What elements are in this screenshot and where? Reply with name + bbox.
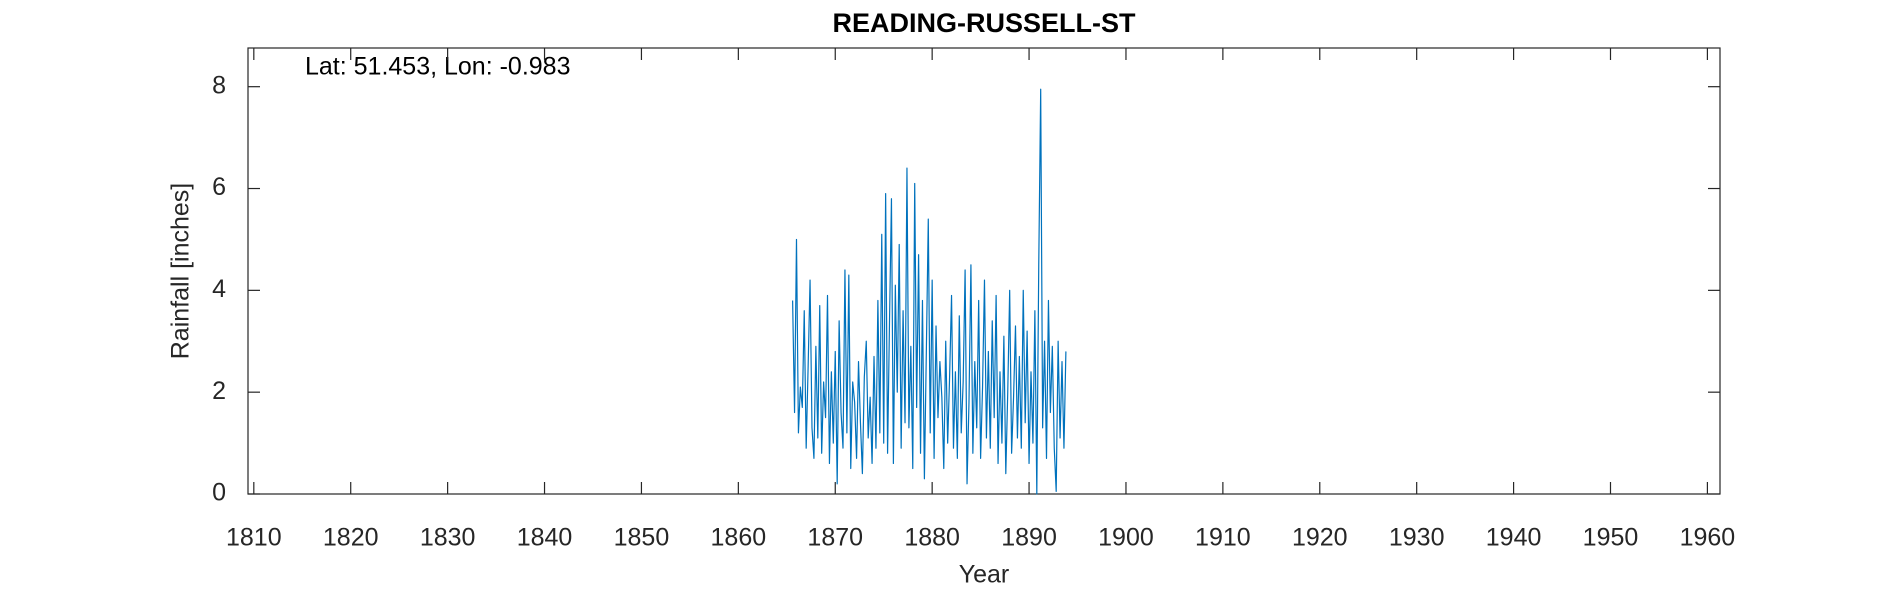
y-tick-label: 2 xyxy=(212,377,226,405)
x-tick-label: 1920 xyxy=(1292,524,1348,552)
x-tick-label: 1820 xyxy=(323,524,379,552)
x-tick-label: 1810 xyxy=(226,524,282,552)
chart-title: READING-RUSSELL-ST xyxy=(833,8,1137,38)
x-tick-label: 1840 xyxy=(517,524,573,552)
x-tick-label: 1950 xyxy=(1583,524,1639,552)
y-tick-label: 8 xyxy=(212,71,226,99)
x-tick-label: 1870 xyxy=(807,524,863,552)
x-tick-label: 1960 xyxy=(1680,524,1736,552)
y-tick-label: 4 xyxy=(212,275,226,303)
x-tick-label: 1890 xyxy=(1001,524,1057,552)
y-axis-label: Rainfall [inches] xyxy=(167,183,195,359)
rainfall-line xyxy=(792,88,1067,495)
x-tick-label: 1930 xyxy=(1389,524,1445,552)
x-tick-label: 1830 xyxy=(420,524,476,552)
x-tick-label: 1900 xyxy=(1098,524,1154,552)
x-tick-label: 1940 xyxy=(1486,524,1542,552)
y-tick-label: 0 xyxy=(212,479,226,507)
x-axis-label: Year xyxy=(959,561,1010,589)
axes-box xyxy=(247,47,1721,495)
x-tick-label: 1850 xyxy=(614,524,670,552)
x-tick-label: 1860 xyxy=(711,524,767,552)
x-tick-label: 1880 xyxy=(904,524,960,552)
annotation: Lat: 51.453, Lon: -0.983 xyxy=(305,53,571,81)
x-tick-label: 1910 xyxy=(1195,524,1251,552)
y-tick-label: 6 xyxy=(212,173,226,201)
